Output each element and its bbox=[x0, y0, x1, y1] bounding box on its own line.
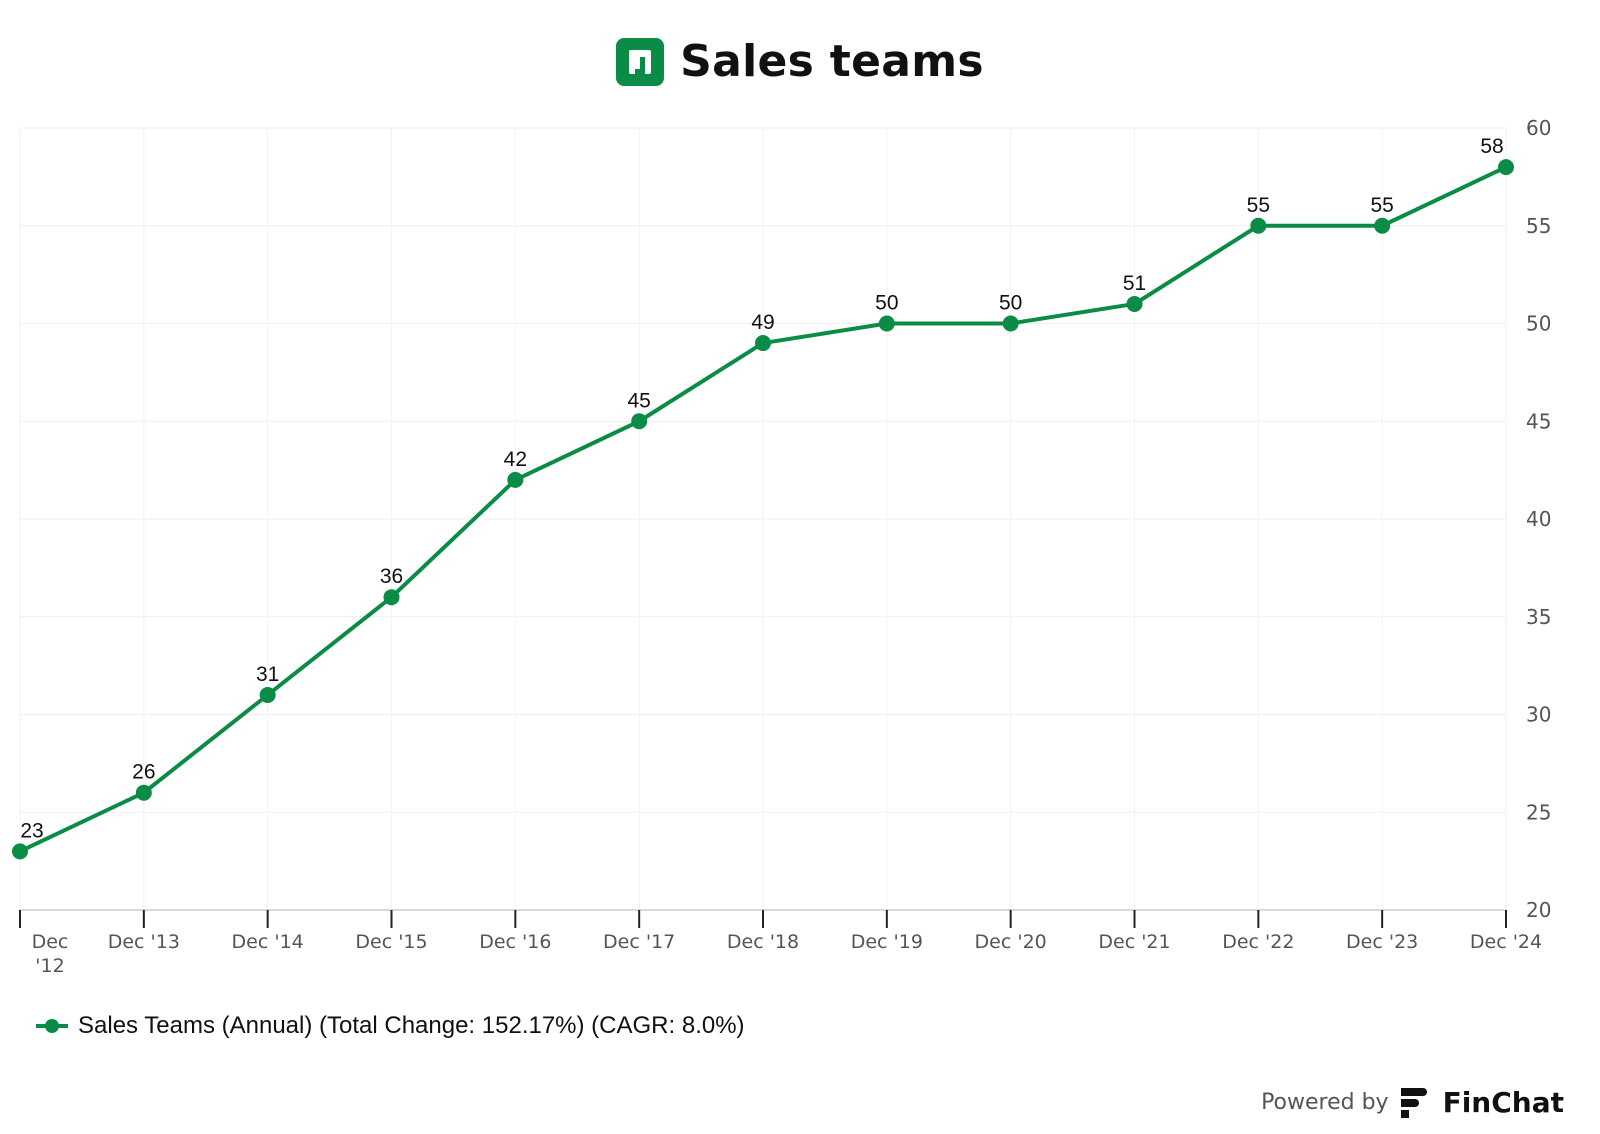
y-tick-label: 25 bbox=[1526, 800, 1551, 824]
y-tick-label: 30 bbox=[1526, 703, 1551, 727]
data-label: 36 bbox=[380, 565, 403, 588]
y-tick-label: 40 bbox=[1526, 507, 1551, 531]
chart-title: Sales teams bbox=[680, 36, 984, 87]
data-point bbox=[383, 589, 400, 606]
y-tick-label: 20 bbox=[1526, 898, 1551, 922]
x-tick-label: Dec '16 bbox=[479, 931, 551, 953]
powered-by-text: Powered by bbox=[1261, 1090, 1389, 1115]
data-point bbox=[1002, 315, 1019, 332]
x-tick-label: Dec '20 bbox=[975, 931, 1047, 953]
data-label: 23 bbox=[20, 819, 43, 842]
chart-legend[interactable]: Sales Teams (Annual) (Total Change: 152.… bbox=[36, 1012, 745, 1040]
data-label: 55 bbox=[1247, 194, 1270, 217]
data-label: 51 bbox=[1123, 272, 1146, 295]
data-point bbox=[1126, 295, 1143, 312]
data-label: 50 bbox=[875, 292, 898, 315]
x-tick-label: Dec '15 bbox=[355, 931, 427, 953]
x-tick-label: '12 bbox=[35, 955, 64, 977]
data-label: 58 bbox=[1480, 135, 1503, 158]
data-label: 45 bbox=[627, 389, 650, 412]
x-tick-label: Dec '24 bbox=[1470, 931, 1542, 953]
x-tick-label: Dec '17 bbox=[603, 931, 675, 953]
data-label: 50 bbox=[999, 292, 1022, 315]
data-point bbox=[755, 335, 771, 352]
company-logo-icon bbox=[616, 37, 665, 86]
x-tick-label: Dec '14 bbox=[232, 931, 304, 953]
x-tick-label: Dec '22 bbox=[1222, 931, 1294, 953]
x-tick-label: Dec '21 bbox=[1098, 931, 1170, 953]
brand-name[interactable]: FinChat bbox=[1442, 1086, 1564, 1119]
data-point bbox=[259, 686, 276, 703]
x-tick-label: Dec '19 bbox=[851, 931, 923, 953]
data-point bbox=[878, 315, 895, 332]
y-tick-label: 45 bbox=[1526, 409, 1551, 433]
data-point bbox=[507, 471, 524, 488]
data-label: 55 bbox=[1370, 194, 1393, 217]
data-label: 31 bbox=[256, 663, 279, 686]
legend-line-marker-icon bbox=[36, 1018, 68, 1034]
data-point bbox=[631, 413, 648, 430]
data-label: 49 bbox=[751, 311, 774, 334]
data-point bbox=[1498, 159, 1514, 176]
chart-header: Sales teams bbox=[0, 36, 1600, 87]
x-tick-label: Dec bbox=[32, 931, 69, 953]
x-tick-label: Dec '23 bbox=[1346, 931, 1418, 953]
y-tick-label: 35 bbox=[1526, 605, 1551, 629]
x-tick-label: Dec '18 bbox=[727, 931, 799, 953]
data-label: 26 bbox=[132, 761, 155, 784]
finchat-logo-icon bbox=[1400, 1087, 1431, 1118]
data-label: 42 bbox=[504, 448, 527, 471]
line-chart: 20 25 30 35 40 45 50 55 60 Dec'12 Dec '13 Dec '14 De… bbox=[12, 116, 1551, 977]
data-point bbox=[1374, 217, 1391, 234]
data-point bbox=[1250, 217, 1267, 234]
y-tick-label: 60 bbox=[1526, 116, 1551, 140]
y-tick-label: 50 bbox=[1526, 312, 1551, 336]
y-tick-label: 55 bbox=[1526, 214, 1551, 238]
data-point bbox=[135, 784, 152, 801]
x-tick-label: Dec '13 bbox=[108, 931, 180, 953]
data-point bbox=[12, 843, 28, 860]
footer: Powered by FinChat bbox=[1261, 1086, 1564, 1119]
legend-label: Sales Teams (Annual) (Total Change: 152.… bbox=[78, 1012, 745, 1039]
